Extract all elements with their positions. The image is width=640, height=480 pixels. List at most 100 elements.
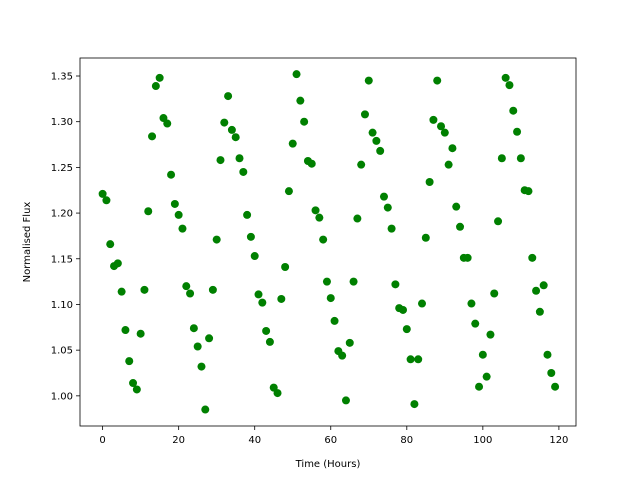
x-tick-label: 120 [549,435,568,446]
point [456,222,465,231]
point [231,133,240,142]
point [296,96,305,105]
point [205,334,214,343]
point [376,146,385,155]
point [444,160,453,169]
point [372,136,381,145]
point [467,299,476,308]
point [516,154,525,163]
point [155,73,164,82]
point [357,160,366,169]
point [421,233,430,242]
x-tick-label: 80 [400,435,413,446]
point [490,289,499,298]
point [224,92,233,101]
y-axis-label: Normalised Flux [22,202,33,283]
x-tick-label: 20 [172,435,185,446]
point [144,207,153,216]
point [170,199,179,208]
point [258,298,267,307]
point [235,154,244,163]
point [475,382,484,391]
point [338,351,347,360]
point [216,156,225,165]
point [102,196,111,205]
y-tick-label: 1.05 [51,346,73,357]
x-axis-label: Time (Hours) [295,459,361,470]
y-tick-label: 1.15 [51,254,73,265]
point [437,122,446,131]
y-tick-label: 1.00 [51,391,73,402]
point [315,213,324,222]
point [505,81,514,90]
y-tick-label: 1.25 [51,163,73,174]
point [208,285,217,294]
point [482,372,491,381]
point [433,76,442,85]
point [212,235,221,244]
point [364,76,373,85]
point [509,106,518,115]
point [535,307,544,316]
point [345,338,354,347]
point [136,329,145,338]
point [292,70,301,79]
point [501,73,510,82]
point [284,187,293,196]
point [163,119,172,128]
point [254,290,263,299]
point [186,289,195,298]
x-tick-label: 100 [473,435,492,446]
point [265,337,274,346]
point [121,326,130,335]
x-tick-label: 0 [99,435,105,446]
point [379,192,388,201]
point [201,405,210,414]
point [513,127,522,136]
point [148,132,157,141]
point [281,262,290,271]
point [539,281,548,290]
point [326,294,335,303]
plot-frame [79,57,577,427]
point [478,350,487,359]
point [402,325,411,334]
point [494,217,503,226]
point [410,400,419,409]
point [140,285,149,294]
point [387,224,396,233]
point [391,280,400,289]
point [368,128,377,137]
point [227,125,236,134]
point [547,368,556,377]
point [425,178,434,187]
point [106,240,115,249]
point [383,203,392,212]
point [250,252,259,261]
point [532,286,541,295]
point [243,210,252,219]
point [353,214,362,223]
point [311,206,320,215]
point [486,330,495,339]
y-tick-label: 1.20 [51,209,73,220]
point [113,259,122,268]
point [543,350,552,359]
point [307,159,316,168]
point [349,277,358,286]
point [151,82,160,91]
y-tick-label: 1.10 [51,300,73,311]
point [497,154,506,163]
point [471,319,480,328]
point [300,117,309,126]
point [528,253,537,262]
point [98,189,107,198]
point [406,355,415,364]
point [463,253,472,262]
point [220,118,229,127]
point [174,210,183,219]
point [319,235,328,244]
point [429,115,438,124]
y-tick-label: 1.30 [51,117,73,128]
